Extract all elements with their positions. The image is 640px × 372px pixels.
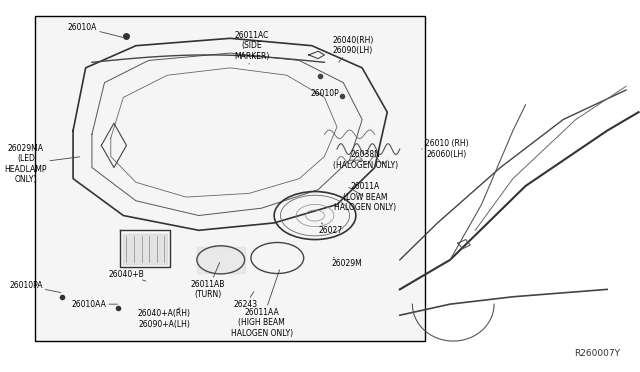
Text: 26011AC
(SIDE
MARKER): 26011AC (SIDE MARKER) bbox=[234, 31, 270, 64]
FancyBboxPatch shape bbox=[35, 16, 425, 341]
Polygon shape bbox=[197, 247, 244, 273]
Text: 26011AA
(HIGH BEAM
HALOGEN ONLY): 26011AA (HIGH BEAM HALOGEN ONLY) bbox=[230, 270, 292, 337]
Text: 26040+B: 26040+B bbox=[109, 270, 146, 281]
Text: 26010P: 26010P bbox=[310, 89, 339, 98]
Text: 26010AA: 26010AA bbox=[71, 300, 117, 309]
Text: 26027: 26027 bbox=[319, 223, 343, 235]
Text: 26029M: 26029M bbox=[331, 257, 362, 268]
Text: 26010 (RH)
26060(LH): 26010 (RH) 26060(LH) bbox=[422, 140, 468, 159]
Text: 26040+A(RH)
26090+A(LH): 26040+A(RH) 26090+A(LH) bbox=[138, 308, 191, 328]
Text: 26029MA
(LED
HEADLAMP
ONLY): 26029MA (LED HEADLAMP ONLY) bbox=[4, 144, 80, 184]
Text: 26010A: 26010A bbox=[68, 23, 124, 38]
Text: R260007Y: R260007Y bbox=[573, 349, 620, 358]
Text: 26010PA: 26010PA bbox=[9, 281, 61, 292]
Text: 26243: 26243 bbox=[234, 292, 258, 309]
Text: 26011A
(LOW BEAM
HALOGEN ONLY): 26011A (LOW BEAM HALOGEN ONLY) bbox=[334, 182, 396, 212]
Text: 26038N
(HALOGEN ONLY): 26038N (HALOGEN ONLY) bbox=[333, 150, 398, 170]
Text: 26011AB
(TURN): 26011AB (TURN) bbox=[191, 262, 225, 299]
Text: 26040(RH)
26090(LH): 26040(RH) 26090(LH) bbox=[332, 36, 373, 62]
